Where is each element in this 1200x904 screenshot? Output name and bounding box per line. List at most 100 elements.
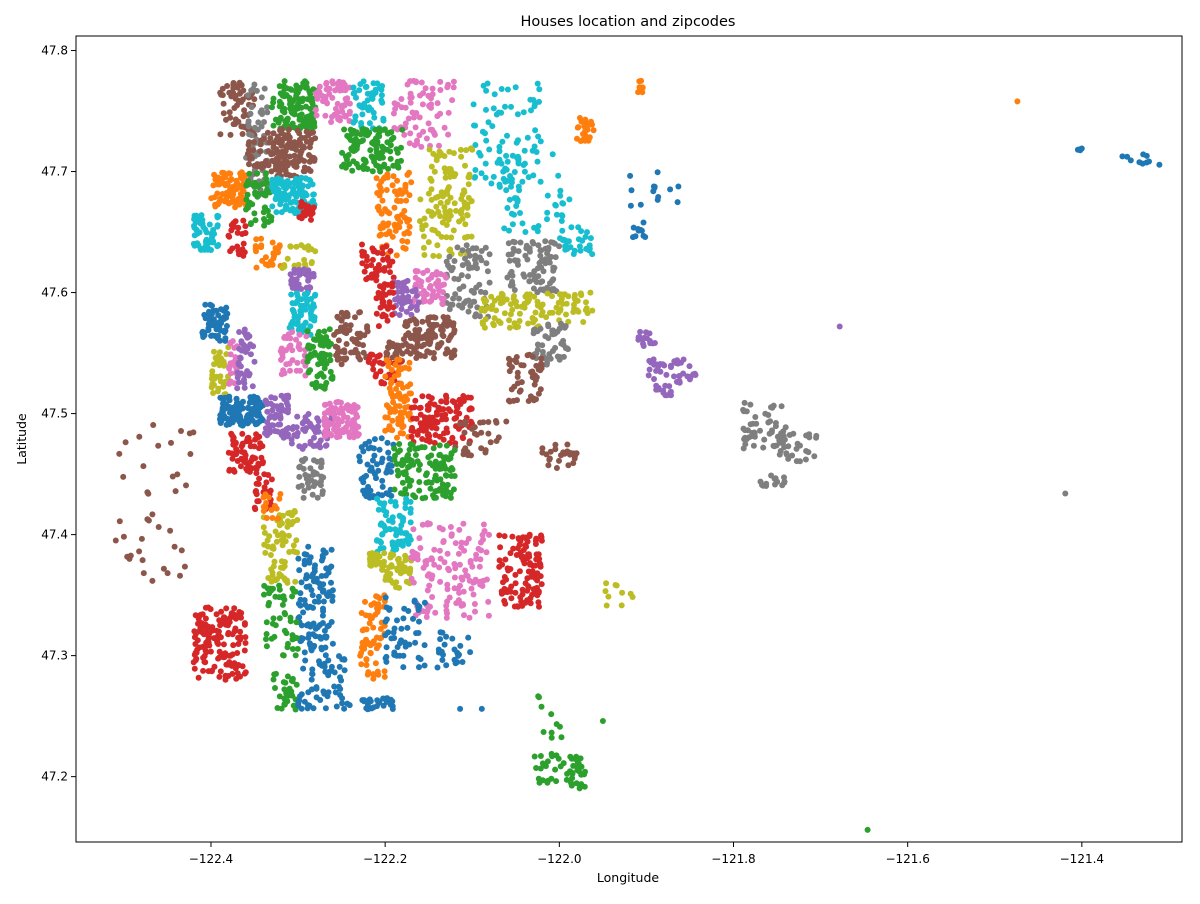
data-point [389, 280, 396, 287]
data-point [513, 552, 520, 558]
data-point [259, 111, 266, 117]
data-point [803, 432, 810, 439]
data-point [236, 345, 243, 352]
data-point [640, 219, 647, 226]
data-point [555, 172, 562, 179]
data-point [458, 272, 465, 279]
data-point [376, 359, 383, 366]
data-point [241, 372, 248, 379]
data-point [520, 547, 527, 553]
x-tick-label: −121.8 [711, 852, 755, 866]
data-point [571, 291, 578, 298]
data-point [425, 416, 432, 423]
data-point [514, 545, 521, 552]
data-point [307, 323, 314, 330]
data-point [451, 574, 458, 581]
data-point [269, 179, 276, 186]
data-point [434, 465, 441, 472]
data-point [458, 153, 465, 160]
data-point [272, 528, 279, 535]
data-point [489, 123, 496, 130]
data-point [309, 381, 316, 388]
data-point [347, 322, 354, 329]
data-point [228, 176, 235, 183]
data-point [295, 313, 302, 320]
data-point [369, 256, 376, 263]
data-point [384, 439, 391, 446]
data-point [222, 173, 228, 180]
data-point [339, 700, 346, 707]
data-point [564, 770, 571, 777]
data-point [280, 565, 287, 571]
data-point [451, 200, 458, 207]
data-point [431, 355, 437, 362]
data-point [285, 394, 292, 401]
data-point [462, 221, 469, 228]
data-point [459, 304, 466, 311]
data-point [447, 524, 454, 530]
data-point [335, 398, 342, 405]
data-point [217, 337, 223, 344]
data-point [488, 293, 495, 300]
data-point [336, 653, 342, 660]
data-point [198, 620, 205, 627]
data-point [602, 588, 609, 595]
data-point [197, 611, 204, 618]
data-point [305, 342, 312, 349]
data-point [302, 319, 309, 326]
data-point [583, 299, 589, 306]
data-point [412, 78, 419, 85]
data-point [202, 615, 209, 622]
data-point [406, 192, 413, 199]
data-point [513, 359, 520, 366]
data-point [398, 144, 404, 151]
data-point [381, 622, 388, 629]
data-point [267, 400, 274, 407]
data-point [239, 131, 246, 137]
data-point [785, 455, 792, 462]
data-point [392, 526, 399, 533]
data-point [453, 403, 460, 410]
data-point [368, 602, 375, 608]
data-point [222, 335, 229, 342]
data-point [438, 233, 445, 240]
data-point [460, 435, 466, 442]
data-point [224, 180, 231, 187]
data-point [160, 565, 167, 572]
data-point [245, 118, 252, 125]
data-point [391, 651, 398, 658]
data-point [441, 295, 447, 302]
data-point [373, 475, 379, 482]
data-point [437, 578, 444, 585]
data-point [533, 551, 540, 558]
data-point [430, 445, 437, 452]
data-point [436, 442, 443, 449]
data-point [273, 538, 280, 545]
data-point [533, 765, 540, 771]
data-point [436, 152, 443, 159]
data-point [308, 686, 315, 693]
data-point [445, 109, 452, 116]
data-point [296, 130, 303, 137]
data-point [424, 267, 431, 274]
data-point [484, 268, 491, 275]
data-point [297, 155, 304, 162]
data-point [397, 570, 404, 577]
data-point [389, 311, 396, 318]
data-point [514, 303, 520, 310]
data-point [379, 83, 386, 89]
data-point [265, 262, 272, 269]
data-point [284, 673, 291, 680]
data-point [214, 214, 221, 221]
data-point [332, 87, 339, 94]
data-point [417, 218, 423, 225]
data-point [155, 442, 162, 449]
data-point [576, 243, 583, 250]
data-point [296, 697, 303, 704]
data-point [323, 81, 330, 87]
data-point [307, 554, 314, 561]
data-point [542, 333, 549, 340]
data-point [389, 706, 396, 712]
data-point [352, 406, 359, 413]
data-point [605, 593, 612, 600]
